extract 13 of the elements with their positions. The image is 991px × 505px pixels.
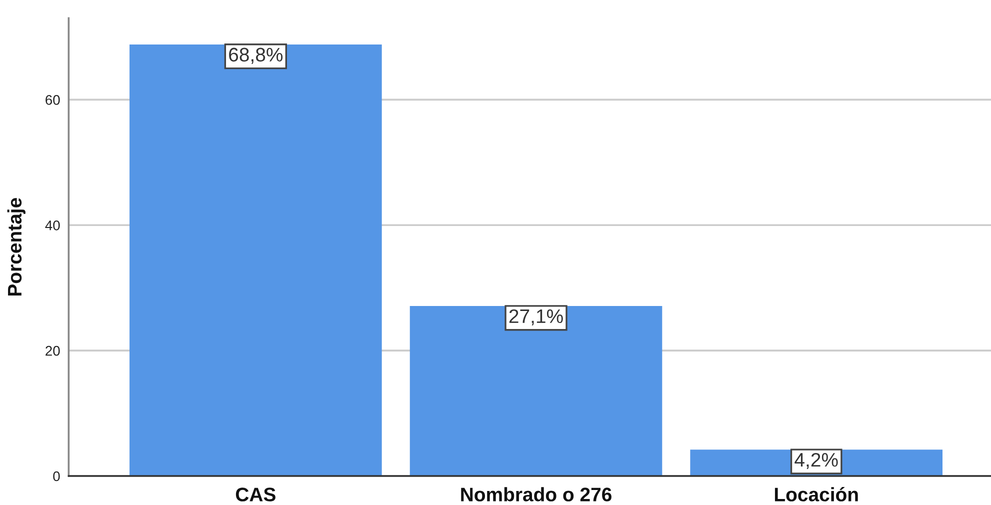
y-tick-label: 0 [53, 471, 60, 482]
x-tick-label: Nombrado o 276 [461, 487, 612, 502]
bar [410, 306, 662, 476]
y-tick-label: 20 [46, 346, 60, 356]
x-tick-label: CAS [236, 488, 276, 502]
x-tick-label: Locación [774, 486, 858, 502]
data-label: 27,1% [509, 309, 563, 326]
data-label: 68,8% [229, 48, 283, 64]
y-axis-title: Porcentaje [7, 198, 26, 296]
y-tick-label: 60 [46, 95, 60, 105]
bar [130, 44, 382, 476]
data-label: 4,2% [794, 452, 838, 470]
y-tick-label: 40 [45, 220, 60, 230]
